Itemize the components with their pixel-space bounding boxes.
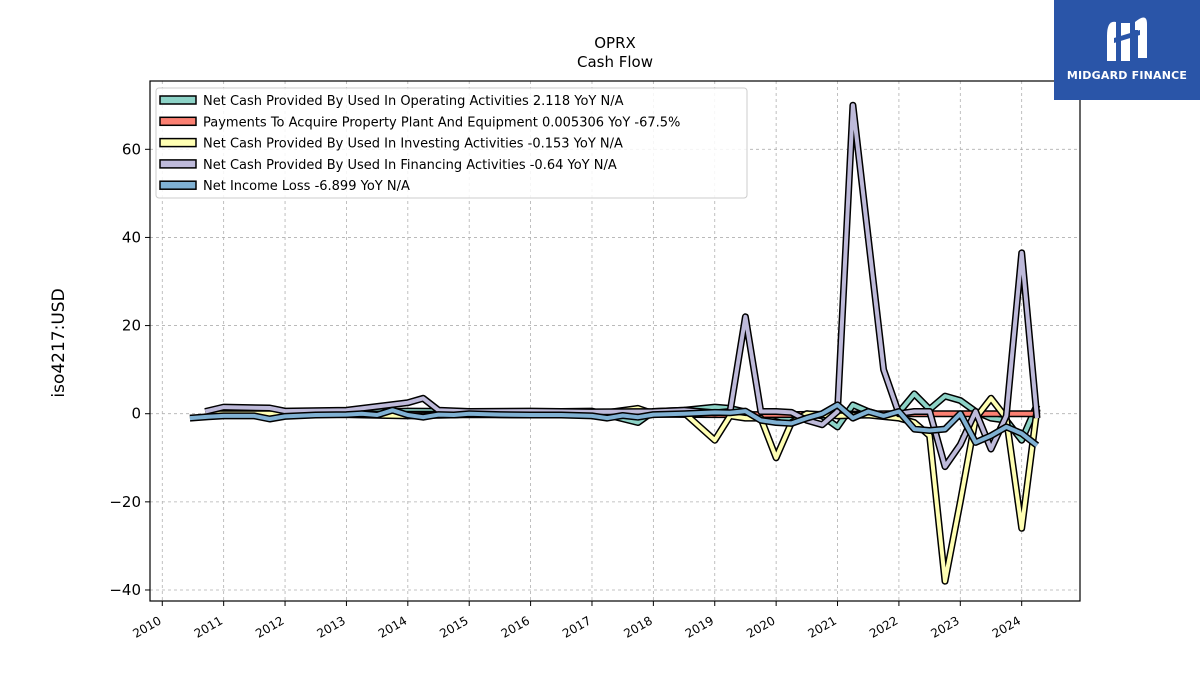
axes: −40 −20 0 20 40 60 2010 2011 2012 2013 2014 2015 201…	[109, 140, 1023, 641]
y-axis-label: iso4217:USD	[49, 288, 69, 397]
x-tick-label: 2014	[376, 613, 409, 640]
logo-text: MIDGARD FINANCE	[1066, 69, 1188, 82]
legend-item-1: Payments To Acquire Property Plant And E…	[203, 115, 680, 130]
legend-item-4: Net Income Loss -6.899 YoY N/A	[203, 179, 410, 194]
series-lines	[189, 101, 1041, 585]
x-tick-label: 2012	[253, 613, 286, 640]
series-3-line	[204, 101, 1041, 471]
legend-swatch	[159, 95, 197, 105]
legend: Net Cash Provided By Used In Operating A…	[155, 87, 748, 199]
legend-item-3: Net Cash Provided By Used In Financing A…	[203, 158, 617, 173]
chart-subtitle: Cash Flow	[577, 53, 653, 71]
x-tick-label: 2024	[990, 613, 1023, 640]
legend-swatch	[159, 116, 197, 127]
y-tick-label: 60	[122, 140, 141, 158]
series-4-stroke	[189, 402, 1039, 447]
y-tick-label: −20	[109, 493, 141, 511]
legend-item-2: Net Cash Provided By Used In Investing A…	[203, 137, 623, 152]
y-tick-label: 40	[122, 228, 141, 246]
x-tick-label: 2018	[621, 613, 654, 640]
legend-item-0: Net Cash Provided By Used In Operating A…	[203, 94, 624, 109]
midgard-logo-mark	[1107, 17, 1147, 61]
x-tick-label: 2011	[192, 613, 225, 640]
x-tick-label: 2022	[867, 613, 900, 640]
midgard-finance-logo: MIDGARD FINANCE	[1054, 0, 1200, 100]
legend-swatch	[159, 180, 197, 190]
x-tick-label: 2021	[806, 613, 839, 640]
series-4-line	[189, 401, 1040, 449]
x-tick-label: 2019	[683, 613, 716, 640]
x-tick-label: 2013	[314, 613, 347, 640]
legend-swatch	[159, 159, 197, 169]
x-tick-label: 2010	[130, 613, 163, 640]
x-tick-label: 2020	[744, 613, 777, 640]
x-tick-label: 2015	[437, 613, 470, 640]
legend-box	[155, 87, 748, 199]
series-3-stroke	[204, 103, 1039, 469]
x-tick-label: 2016	[499, 613, 532, 640]
plot-frame	[149, 80, 1081, 602]
chart-title: OPRX	[594, 34, 636, 52]
legend-swatch	[159, 137, 197, 148]
y-tick-label: 20	[122, 317, 141, 335]
x-tick-label: 2017	[560, 613, 593, 640]
y-tick-label: −40	[109, 581, 141, 599]
y-tick-label: 0	[131, 405, 141, 423]
x-tick-label: 2023	[928, 613, 961, 640]
